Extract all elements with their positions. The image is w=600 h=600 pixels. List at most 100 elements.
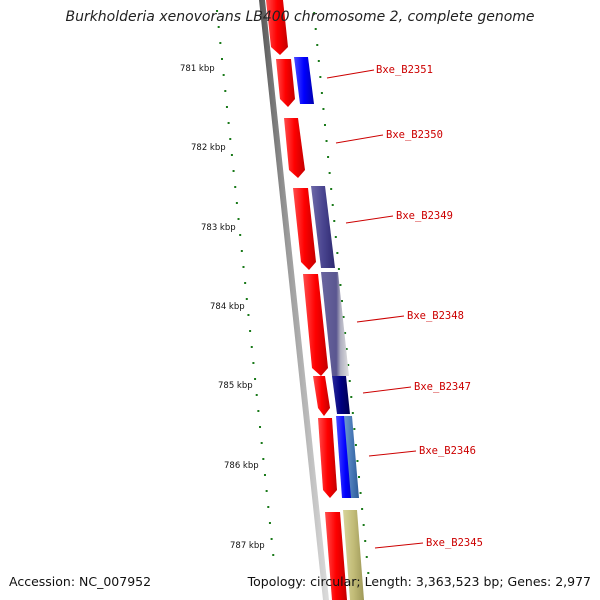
scale-tick <box>219 42 222 44</box>
gene-label[interactable]: Bxe_B2351 <box>376 64 433 76</box>
scale-tick <box>237 218 240 220</box>
gene-arrow-forward <box>276 59 295 107</box>
scale-tick <box>239 234 242 236</box>
scale-tick <box>337 268 340 270</box>
scale-tick <box>331 204 334 206</box>
scale-labels: 781 kbp 782 kbp 783 kbp 784 kbp 785 kbp … <box>180 64 265 551</box>
scale-tick <box>224 90 227 92</box>
gene-block-blue <box>294 57 314 104</box>
gene-label[interactable]: Bxe_B2349 <box>396 210 453 222</box>
scale-tick <box>257 410 260 412</box>
scale-tick <box>316 44 319 46</box>
scale-tick <box>222 74 225 76</box>
scale-tick <box>262 458 265 460</box>
scale-tick <box>333 220 336 222</box>
scale-tick <box>342 316 345 318</box>
gene-label[interactable]: Bxe_B2350 <box>386 129 443 141</box>
scale-tick <box>216 10 219 12</box>
scale-label: 782 kbp <box>191 143 226 153</box>
gene-arrow-forward <box>284 118 305 178</box>
scale-tick <box>341 300 343 302</box>
scale-tick <box>217 26 220 28</box>
scale-tick <box>255 394 258 396</box>
scale-tick <box>320 92 323 94</box>
scale-tick <box>362 524 365 526</box>
chromosome-backbone <box>259 0 329 600</box>
gene-labels: Bxe_B2351 Bxe_B2350 Bxe_B2349 Bxe_B2348 … <box>376 64 483 549</box>
scale-tick <box>250 346 253 348</box>
scale-tick <box>234 186 237 188</box>
gene-label[interactable]: Bxe_B2348 <box>407 310 464 322</box>
scale-tick <box>358 476 361 478</box>
scale-tick <box>323 124 326 126</box>
genome-summary-text: Topology: circular; Length: 3,363,523 bp… <box>247 574 591 589</box>
scale-tick <box>356 460 359 462</box>
gene-label-leaders <box>326 69 424 549</box>
scale-tick <box>361 508 364 510</box>
scale-tick <box>232 170 235 172</box>
scale-label: 781 kbp <box>180 64 215 74</box>
scale-tick <box>348 380 351 382</box>
scale-tick <box>242 266 245 268</box>
scale-tick <box>270 538 273 540</box>
gene-arrow-forward <box>325 512 347 600</box>
scale-tick <box>354 444 357 446</box>
scale-tick <box>259 426 262 428</box>
scale-tick <box>240 250 243 252</box>
scale-tick <box>314 28 317 30</box>
scale-label: 787 kbp <box>230 541 265 551</box>
gene-arrow-forward <box>313 376 330 416</box>
scale-tick <box>322 108 325 110</box>
scale-tick <box>365 556 368 558</box>
gene-arrow-forward <box>303 274 328 376</box>
scale-tick <box>227 122 230 124</box>
map-title: Burkholderia xenovorans LB400 chromosome… <box>65 9 535 25</box>
forward-gene-track <box>266 0 347 600</box>
scale-tick <box>229 138 232 140</box>
scale-tick <box>247 314 250 316</box>
scale-tick <box>350 396 353 398</box>
gene-block-khaki <box>343 510 364 600</box>
scale-tick <box>260 442 263 444</box>
scale-tick <box>249 330 252 332</box>
gene-label[interactable]: Bxe_B2346 <box>419 445 476 457</box>
scale-label: 784 kbp <box>210 302 245 312</box>
scale-tick <box>267 506 270 508</box>
scale-tick <box>364 540 367 542</box>
reverse-gene-track <box>294 57 364 600</box>
scale-tick <box>330 188 333 190</box>
scale-tick <box>272 554 275 556</box>
scale-tick <box>254 378 257 380</box>
scale-tick <box>252 362 255 364</box>
scale-tick <box>317 60 320 62</box>
scale-tick <box>359 492 362 494</box>
scale-tick <box>319 76 322 78</box>
scale-tick <box>351 412 354 414</box>
scale-tick <box>328 172 331 174</box>
gene-arrow-forward <box>293 188 316 270</box>
scale-tick <box>344 332 347 334</box>
gene-label[interactable]: Bxe_B2347 <box>414 381 471 393</box>
scale-tick <box>263 474 266 476</box>
scale-tick <box>367 572 370 574</box>
scale-tick <box>220 58 223 60</box>
gene-block-purple-grey <box>321 272 349 376</box>
scale-tick-track <box>216 10 370 574</box>
scale-tick <box>347 364 350 366</box>
scale-tick <box>313 12 316 14</box>
scale-tick <box>325 140 328 142</box>
gene-arrow-forward <box>266 0 288 55</box>
scale-label: 786 kbp <box>224 461 259 471</box>
scale-tick <box>235 202 238 204</box>
scale-label: 783 kbp <box>201 223 236 233</box>
scale-tick <box>225 106 228 108</box>
scale-label: 785 kbp <box>218 381 253 391</box>
scale-tick <box>345 348 348 350</box>
scale-tick <box>244 282 247 284</box>
gene-block-purple <box>311 186 335 268</box>
scale-tick <box>245 298 248 300</box>
scale-tick <box>353 428 356 430</box>
scale-tick <box>334 236 337 238</box>
gene-label[interactable]: Bxe_B2345 <box>426 537 483 549</box>
